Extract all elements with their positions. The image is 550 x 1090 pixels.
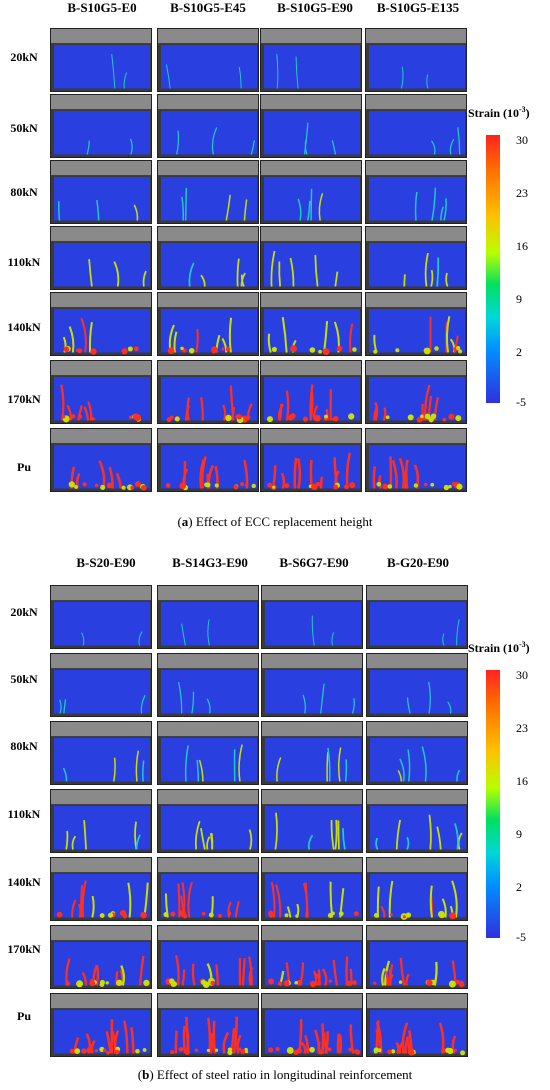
strain-field-image xyxy=(260,428,362,492)
panel-caption: (b) Effect of steel ratio in longitudina… xyxy=(137,1067,413,1082)
colorbar-title: Strain (10-3) xyxy=(468,640,530,655)
row-label: Pu xyxy=(16,1009,31,1023)
row-label: 20kN xyxy=(10,50,38,64)
panel-b: B-S20-E90 B-S14G3-E90 B-S6G7-E90 B-G20-E… xyxy=(0,545,550,1090)
strain-field-image xyxy=(261,789,363,853)
row-label: 140kN xyxy=(7,320,41,334)
row-label: 80kN xyxy=(10,739,38,753)
strain-field-image xyxy=(50,653,152,717)
strain-field-image xyxy=(366,857,468,921)
strain-field-image xyxy=(50,28,152,92)
strain-field-image xyxy=(157,360,259,424)
strain-field-image xyxy=(261,925,363,989)
strain-field-image xyxy=(261,857,363,921)
strain-field-image xyxy=(366,925,468,989)
colorbar-tick: 30 xyxy=(516,133,528,147)
strain-field-image xyxy=(260,226,362,290)
strain-field-image xyxy=(157,721,259,785)
strain-field-image xyxy=(366,721,468,785)
strain-field-image xyxy=(261,585,363,649)
row-label: 50kN xyxy=(10,121,38,135)
strain-field-image xyxy=(50,226,152,290)
row-label: 80kN xyxy=(10,185,38,199)
strain-field-image xyxy=(50,428,152,492)
strain-field-image xyxy=(157,28,259,92)
colorbar-tick: 23 xyxy=(516,721,528,735)
row-label: 20kN xyxy=(10,605,38,619)
panel-caption: (a) Effect of ECC replacement height xyxy=(177,514,373,529)
strain-field-image xyxy=(50,993,152,1057)
strain-field-image xyxy=(50,857,152,921)
colorbar-tick: -5 xyxy=(516,395,526,409)
colorbar-gradient xyxy=(486,135,500,403)
strain-field-image xyxy=(50,585,152,649)
strain-field-image xyxy=(366,653,468,717)
column-header: B-S10G5-E90 xyxy=(277,0,353,15)
strain-field-image xyxy=(157,993,259,1057)
strain-field-image xyxy=(365,428,467,492)
strain-field-image xyxy=(157,789,259,853)
panel-a: B-S10G5-E0 B-S10G5-E45 B-S10G5-E90 B-S10… xyxy=(7,0,530,529)
strain-field-image xyxy=(260,94,362,158)
strain-field-image xyxy=(261,721,363,785)
strain-field-image xyxy=(365,28,467,92)
strain-field-image xyxy=(157,585,259,649)
strain-field-image xyxy=(365,226,467,290)
strain-field-image xyxy=(157,160,259,224)
strain-field-image xyxy=(366,993,468,1057)
strain-field-image xyxy=(50,160,152,224)
strain-field-image xyxy=(261,993,363,1057)
column-header: B-S14G3-E90 xyxy=(172,555,248,570)
strain-field-image xyxy=(260,292,362,356)
colorbar-title: Strain (10-3) xyxy=(468,105,530,120)
column-header: B-S20-E90 xyxy=(76,555,136,570)
row-label: Pu xyxy=(16,460,31,474)
column-header: B-S6G7-E90 xyxy=(279,555,349,570)
column-header: B-S10G5-E135 xyxy=(376,0,460,15)
strain-field-image xyxy=(157,428,259,492)
strain-field-image xyxy=(260,28,362,92)
colorbar-tick: 9 xyxy=(516,292,522,306)
colorbar-tick: -5 xyxy=(516,930,526,944)
column-header: B-S10G5-E0 xyxy=(67,0,137,15)
row-label: 110kN xyxy=(7,807,41,821)
colorbar-tick: 16 xyxy=(516,239,528,253)
strain-field-image xyxy=(366,585,468,649)
colorbar-gradient xyxy=(486,670,500,938)
strain-field-image xyxy=(157,94,259,158)
strain-field-image xyxy=(366,789,468,853)
strain-field-image xyxy=(260,360,362,424)
strain-field-image xyxy=(50,360,152,424)
strain-field-image xyxy=(157,226,259,290)
row-label: 170kN xyxy=(7,942,41,956)
strain-field-image xyxy=(50,789,152,853)
strain-field-image xyxy=(50,94,152,158)
strain-field-image xyxy=(50,721,152,785)
strain-field-image xyxy=(157,653,259,717)
strain-field-image xyxy=(365,292,467,356)
colorbar-tick: 2 xyxy=(516,345,522,359)
colorbar-tick: 23 xyxy=(516,186,528,200)
colorbar-tick: 16 xyxy=(516,774,528,788)
row-label: 140kN xyxy=(7,875,41,889)
colorbar-tick: 9 xyxy=(516,827,522,841)
strain-field-image xyxy=(157,925,259,989)
row-label: 50kN xyxy=(10,672,38,686)
strain-field-image xyxy=(261,653,363,717)
colorbar-tick: 30 xyxy=(516,668,528,682)
strain-field-image xyxy=(50,292,152,356)
row-label: 170kN xyxy=(7,392,41,406)
strain-field-image xyxy=(157,292,259,356)
strain-field-image xyxy=(157,857,259,921)
colorbar-tick: 2 xyxy=(516,880,522,894)
column-header: B-G20-E90 xyxy=(386,555,450,570)
strain-field-image xyxy=(50,925,152,989)
strain-field-image xyxy=(365,160,467,224)
column-header: B-S10G5-E45 xyxy=(170,0,246,15)
strain-field-image xyxy=(365,94,467,158)
row-label: 110kN xyxy=(7,255,41,269)
strain-field-image xyxy=(365,360,467,424)
strain-field-image xyxy=(260,160,362,224)
